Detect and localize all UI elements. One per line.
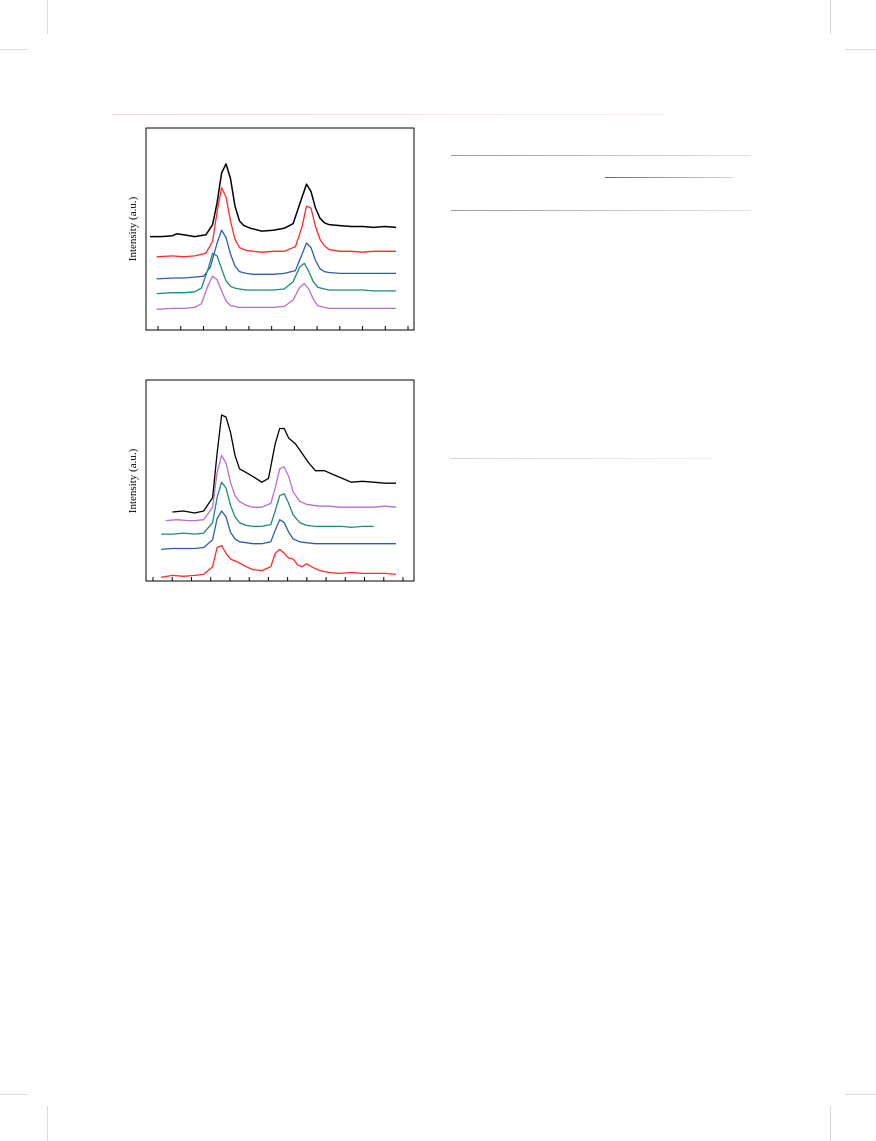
plot-frame — [145, 379, 415, 582]
header-accent-line — [113, 114, 666, 115]
x-ticks — [152, 577, 404, 581]
x-ticks — [157, 326, 409, 330]
series-lines — [150, 163, 397, 310]
series-line-5 — [161, 544, 397, 578]
crop-mark — [47, 1106, 48, 1141]
y-axis-label: Intensity (a.u.) — [127, 448, 139, 513]
table-top-rule — [451, 155, 751, 156]
series-line-4 — [161, 510, 396, 551]
crop-mark — [845, 1094, 876, 1095]
series-line-3 — [156, 229, 396, 280]
series-line-2 — [156, 187, 396, 258]
crop-mark — [830, 0, 831, 34]
series-line-5 — [156, 275, 396, 310]
series-line-1 — [172, 414, 396, 514]
series-line-2 — [165, 454, 397, 522]
series-line-3 — [161, 481, 374, 535]
plot-frame — [145, 127, 415, 331]
crop-mark — [47, 0, 48, 34]
crop-mark — [0, 49, 28, 50]
table-mid-rule — [451, 210, 751, 211]
table-sub-rule — [605, 177, 733, 178]
series-lines — [161, 414, 397, 578]
table-bottom-rule — [451, 458, 713, 459]
y-axis-label: Intensity (a.u.) — [127, 196, 139, 261]
series-line-1 — [150, 163, 397, 238]
crop-mark — [845, 49, 876, 50]
crop-mark — [830, 1106, 831, 1141]
crop-mark — [0, 1094, 28, 1095]
series-line-4 — [156, 252, 396, 295]
